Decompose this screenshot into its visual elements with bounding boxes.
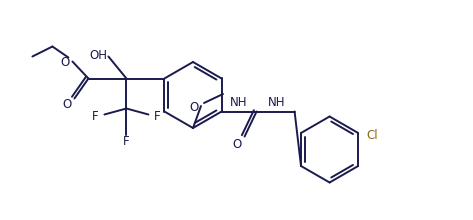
Text: F: F xyxy=(92,110,99,123)
Text: O: O xyxy=(189,101,199,114)
Text: F: F xyxy=(123,135,130,148)
Text: O: O xyxy=(61,56,70,69)
Text: O: O xyxy=(63,98,72,111)
Text: Cl: Cl xyxy=(367,128,378,141)
Text: NH: NH xyxy=(268,96,285,109)
Text: NH: NH xyxy=(230,96,247,109)
Text: F: F xyxy=(154,110,161,123)
Text: O: O xyxy=(232,138,241,151)
Text: OH: OH xyxy=(89,49,107,62)
